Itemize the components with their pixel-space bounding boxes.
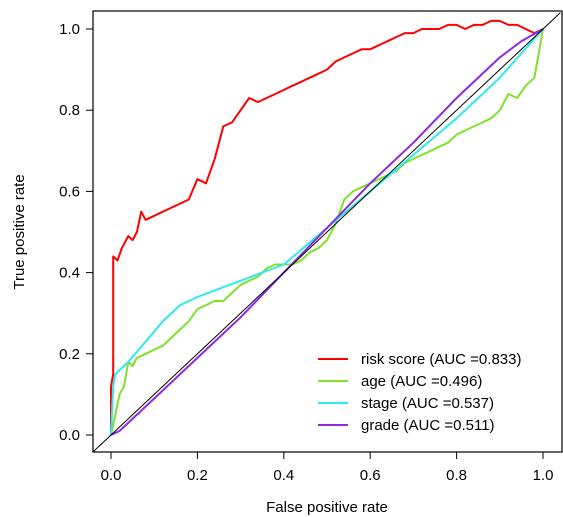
x-tick-label: 0.4 bbox=[273, 467, 294, 484]
x-tick-label: 0.2 bbox=[187, 467, 208, 484]
x-tick-label: 1.0 bbox=[533, 467, 554, 484]
x-tick-label: 0.8 bbox=[446, 467, 467, 484]
legend-label: grade (AUC =0.511) bbox=[361, 417, 495, 434]
x-tick-label: 0.6 bbox=[360, 467, 381, 484]
legend: risk score (AUC =0.833) age (AUC =0.496) s… bbox=[318, 351, 521, 434]
x-tick-label: 0.0 bbox=[101, 467, 122, 484]
plot-lines bbox=[110, 19, 544, 436]
series-line-4 bbox=[110, 28, 544, 436]
y-tick-label: 0.8 bbox=[59, 102, 80, 119]
series-line-1 bbox=[110, 19, 544, 435]
legend-label: stage (AUC =0.537) bbox=[361, 395, 494, 412]
y-tick-label: 0.4 bbox=[59, 265, 80, 282]
y-axis-title: True positive rate bbox=[11, 174, 28, 289]
y-tick-label: 0.6 bbox=[59, 183, 80, 200]
legend-label: age (AUC =0.496) bbox=[361, 373, 482, 390]
plot-area-border bbox=[92, 10, 563, 453]
x-axis-title: False positive rate bbox=[266, 499, 388, 516]
y-tick-label: 1.0 bbox=[59, 21, 80, 38]
diagonal-reference-line bbox=[93, 12, 561, 452]
y-axis: 0.0 0.2 0.4 0.6 0.8 1.0 bbox=[59, 21, 93, 444]
legend-label: risk score (AUC =0.833) bbox=[361, 351, 521, 368]
x-axis: 0.0 0.2 0.4 0.6 0.8 1.0 bbox=[101, 452, 554, 484]
y-tick-label: 0.0 bbox=[59, 427, 80, 444]
series-line-3 bbox=[110, 28, 544, 436]
series-line-2 bbox=[110, 28, 544, 436]
y-tick-label: 0.2 bbox=[59, 346, 80, 363]
